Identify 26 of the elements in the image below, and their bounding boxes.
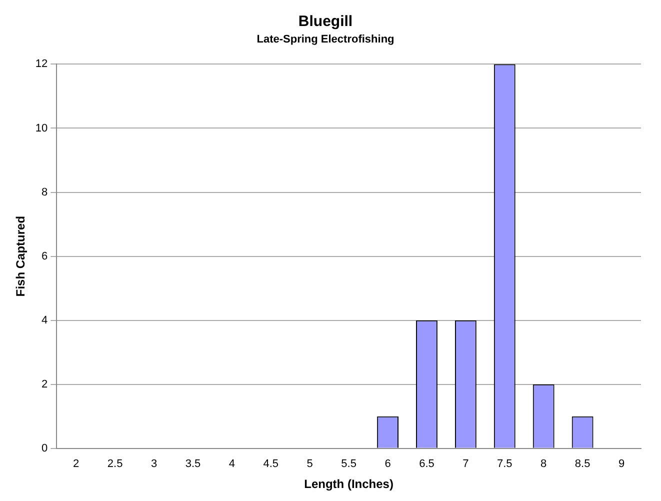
x-tick-label: 6 — [384, 458, 391, 470]
x-tick-label: 3.5 — [185, 458, 201, 470]
y-tick-label: 2 — [42, 378, 48, 390]
chart-subtitle: Late-Spring Electrofishing — [256, 34, 394, 46]
x-tick-label: 8 — [540, 458, 547, 470]
x-tick-label: 5.5 — [341, 458, 356, 470]
y-tick-label: 10 — [35, 122, 48, 134]
y-tick-label: 8 — [42, 186, 48, 198]
x-tick-label: 5 — [306, 458, 313, 470]
x-tick-label: 7.5 — [497, 458, 512, 470]
y-tick-label: 12 — [35, 58, 48, 70]
x-tick-label: 8.5 — [574, 458, 590, 470]
x-tick-label: 6.5 — [419, 458, 434, 470]
x-tick-label: 9 — [618, 458, 625, 470]
x-axis-title: Length (Inches) — [304, 477, 394, 492]
chart-title: Bluegill — [298, 13, 353, 30]
x-tick-label: 4 — [228, 458, 236, 470]
y-tick-label: 4 — [42, 314, 48, 326]
y-axis-title: Fish Captured — [14, 216, 28, 297]
y-tick-label: 0 — [42, 442, 48, 454]
x-tick-label: 2 — [73, 458, 80, 470]
y-tick-label: 6 — [42, 250, 48, 262]
x-tick-label: 2.5 — [107, 458, 123, 470]
x-tick-label: 7 — [462, 458, 469, 470]
x-tick-label: 3 — [150, 458, 158, 470]
x-tick-label: 4.5 — [263, 458, 279, 470]
